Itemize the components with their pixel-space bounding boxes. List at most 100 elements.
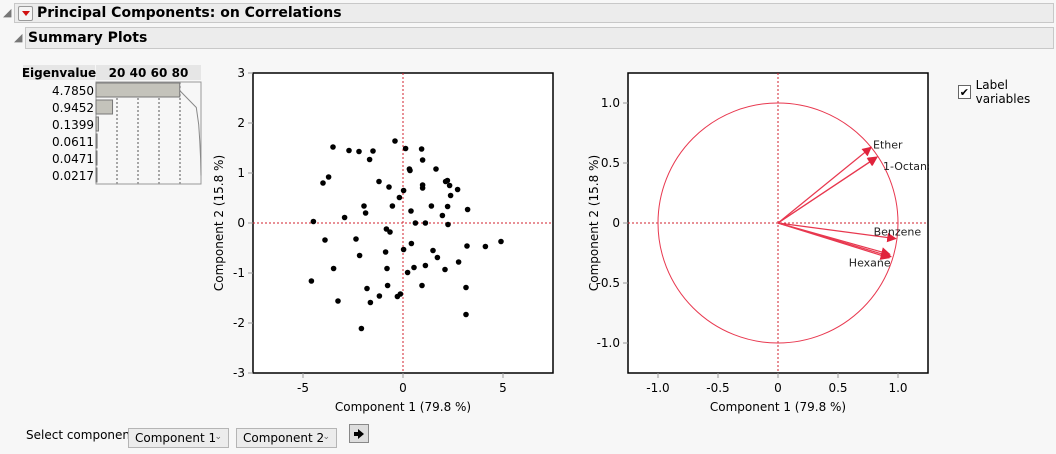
eigenvalue-header-cell	[23, 65, 95, 80]
y-tick-label: 2	[237, 116, 245, 130]
score-point	[353, 236, 359, 242]
score-point	[358, 325, 365, 332]
collapse-toggle-icon[interactable]: ◢	[3, 6, 12, 19]
summary-plots-header: Summary Plots	[25, 27, 1054, 49]
score-point	[389, 203, 396, 209]
select-component-label: Select component	[26, 428, 135, 442]
percent-tick-label: 80	[172, 66, 189, 80]
score-point	[418, 146, 425, 152]
x-tick-label: 0	[399, 381, 407, 395]
collapse-toggle-icon[interactable]: ◢	[14, 31, 23, 44]
y-tick-label: 1.0	[601, 96, 620, 110]
score-point	[407, 167, 413, 174]
score-point	[397, 291, 404, 297]
y-axis-label: Component 2 (15.8 %)	[587, 155, 601, 291]
y-tick-label: -1.0	[597, 336, 620, 350]
loading-arrow	[777, 222, 897, 243]
score-point	[396, 194, 403, 201]
y-tick-label: 1	[237, 166, 245, 180]
score-point	[367, 299, 374, 306]
score-point	[445, 221, 451, 228]
x-tick-label: 0.5	[828, 381, 847, 395]
percent-tick-label: 20	[109, 66, 126, 80]
score-point	[341, 214, 348, 221]
red-triangle-menu-button[interactable]	[18, 5, 33, 21]
loading-arrow	[777, 156, 878, 224]
y-component-value: Component 2	[243, 431, 325, 445]
score-point	[463, 311, 469, 318]
eigenvalue-value: 0.1399	[52, 118, 94, 132]
x-axis-label: Component 1 (79.8 %)	[335, 400, 471, 414]
x-tick-label: -0.5	[706, 381, 729, 395]
chevron-down-icon: ⌄	[322, 432, 330, 442]
score-point	[308, 278, 315, 284]
score-point	[325, 174, 332, 180]
score-point	[386, 184, 392, 190]
variable-label: Benzene	[874, 226, 922, 239]
checkbox-checked-icon: ✔	[958, 85, 971, 99]
eigenvalue-value: 0.0471	[52, 152, 94, 166]
eigenvalue-bar	[95, 167, 98, 183]
percent-header-cell	[96, 65, 201, 80]
eigenvalue-bar	[95, 133, 98, 149]
score-point	[430, 247, 436, 254]
y-tick-label: 0	[612, 216, 620, 230]
label-variables-checkbox[interactable]: ✔ Label variables	[958, 78, 1056, 106]
section-title: Summary Plots	[28, 30, 148, 46]
score-point	[404, 269, 411, 276]
eigenvalue-value: 0.9452	[52, 101, 94, 115]
eigenvalue-column-label: Eigenvalue	[22, 66, 96, 80]
score-point	[384, 265, 390, 272]
score-point	[376, 293, 383, 299]
loading-arrow	[777, 222, 891, 260]
variable-label: Ether	[873, 138, 903, 151]
x-tick-label: 0	[774, 381, 782, 395]
y-component-dropdown[interactable]: Component 2 ⌄	[236, 428, 337, 448]
score-point	[364, 285, 370, 292]
x-component-dropdown[interactable]: Component 1 ⌄	[128, 428, 229, 448]
score-point	[447, 192, 454, 199]
score-point	[434, 254, 441, 261]
score-point	[310, 218, 317, 225]
cumulative-percent-line	[179, 90, 202, 176]
score-point	[362, 210, 369, 216]
label-variables-label: Label variables	[975, 78, 1031, 106]
chevron-down-icon: ⌄	[214, 432, 222, 442]
score-point	[439, 212, 446, 219]
percent-tick-label: 60	[151, 66, 168, 80]
score-point	[446, 182, 453, 189]
eigenvalue-table: Eigenvalue 20 40 60 80 4.7850 0.9452 0.1399 0.06…	[22, 65, 202, 185]
score-point	[376, 178, 382, 185]
score-point	[419, 282, 425, 289]
score-point	[408, 240, 415, 247]
eigenvalue-value: 4.7850	[52, 84, 94, 98]
score-point	[370, 148, 376, 154]
y-axis-label: Component 2 (15.8 %)	[212, 155, 226, 291]
percent-tick-label: 40	[130, 66, 147, 80]
arrow-right-icon	[354, 428, 364, 439]
y-tick-label: -1	[233, 266, 245, 280]
menu-triangle-icon	[21, 10, 30, 16]
score-point	[442, 266, 448, 273]
go-button[interactable]	[349, 424, 369, 443]
score-point	[356, 148, 362, 155]
eigenvalue-value: 0.0217	[52, 169, 94, 183]
score-point	[382, 249, 389, 255]
eigenvalue-bar	[95, 82, 181, 98]
score-point	[419, 185, 426, 191]
loading-plot: -1.0 -0.5 0 0.5 1.0 -1.0 -0.5 0 0.5 1.0 Component …	[587, 60, 950, 420]
score-point	[412, 220, 419, 226]
x-component-value: Component 1	[135, 431, 217, 445]
variable-label: Hexane	[849, 257, 891, 270]
score-point	[422, 220, 429, 226]
score-point	[463, 284, 469, 291]
bar-chart-frame	[95, 81, 202, 185]
variable-label: 1-Octanc	[883, 160, 933, 173]
score-point	[433, 166, 439, 172]
score-point	[400, 246, 407, 253]
y-tick-label: 0.5	[601, 156, 620, 170]
score-point	[422, 262, 429, 269]
score-point	[428, 203, 435, 209]
unit-circle	[657, 102, 899, 344]
score-point	[356, 252, 363, 259]
